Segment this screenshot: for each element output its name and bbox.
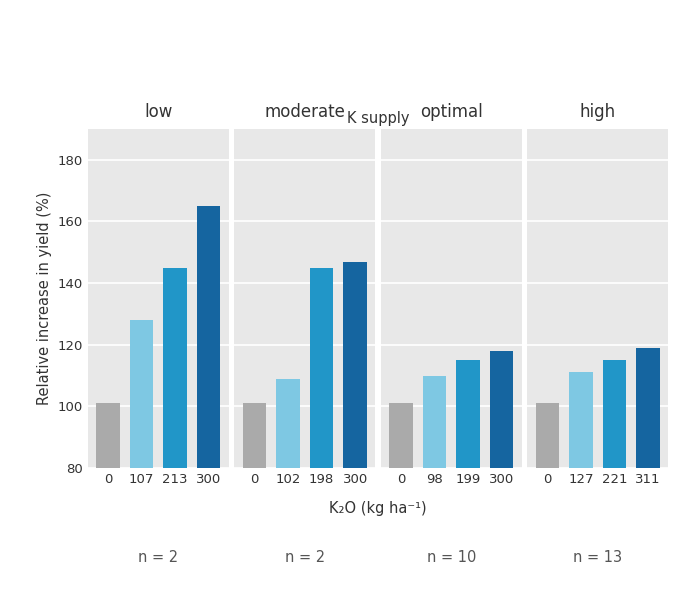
Bar xyxy=(344,262,367,600)
Bar xyxy=(389,403,412,600)
Text: Relative increase in yield (%): Relative increase in yield (%) xyxy=(37,192,52,405)
Bar xyxy=(603,360,626,600)
Text: n = 2: n = 2 xyxy=(285,551,325,565)
Bar xyxy=(130,320,153,600)
Bar xyxy=(276,379,300,600)
Bar xyxy=(242,403,266,600)
Bar xyxy=(456,360,480,600)
Bar xyxy=(310,268,333,600)
Bar xyxy=(163,268,187,600)
Bar xyxy=(490,351,514,600)
Text: low: low xyxy=(144,103,173,121)
Bar xyxy=(96,403,119,600)
Text: Relative yield increase of potato in relation to potassium
supply to the soil: Relative yield increase of potato in rel… xyxy=(36,30,639,75)
Bar xyxy=(569,373,593,600)
Bar xyxy=(535,403,559,600)
Text: n = 2: n = 2 xyxy=(138,551,178,565)
Bar xyxy=(423,376,446,600)
Text: K supply: K supply xyxy=(347,112,409,127)
Bar xyxy=(197,206,221,600)
Text: high: high xyxy=(580,103,616,121)
Text: moderate: moderate xyxy=(265,103,345,121)
Text: n = 13: n = 13 xyxy=(573,551,622,565)
Bar xyxy=(637,348,660,600)
Text: K₂O (kg ha⁻¹): K₂O (kg ha⁻¹) xyxy=(329,501,427,516)
Text: optimal: optimal xyxy=(420,103,483,121)
Text: n = 10: n = 10 xyxy=(427,551,476,565)
